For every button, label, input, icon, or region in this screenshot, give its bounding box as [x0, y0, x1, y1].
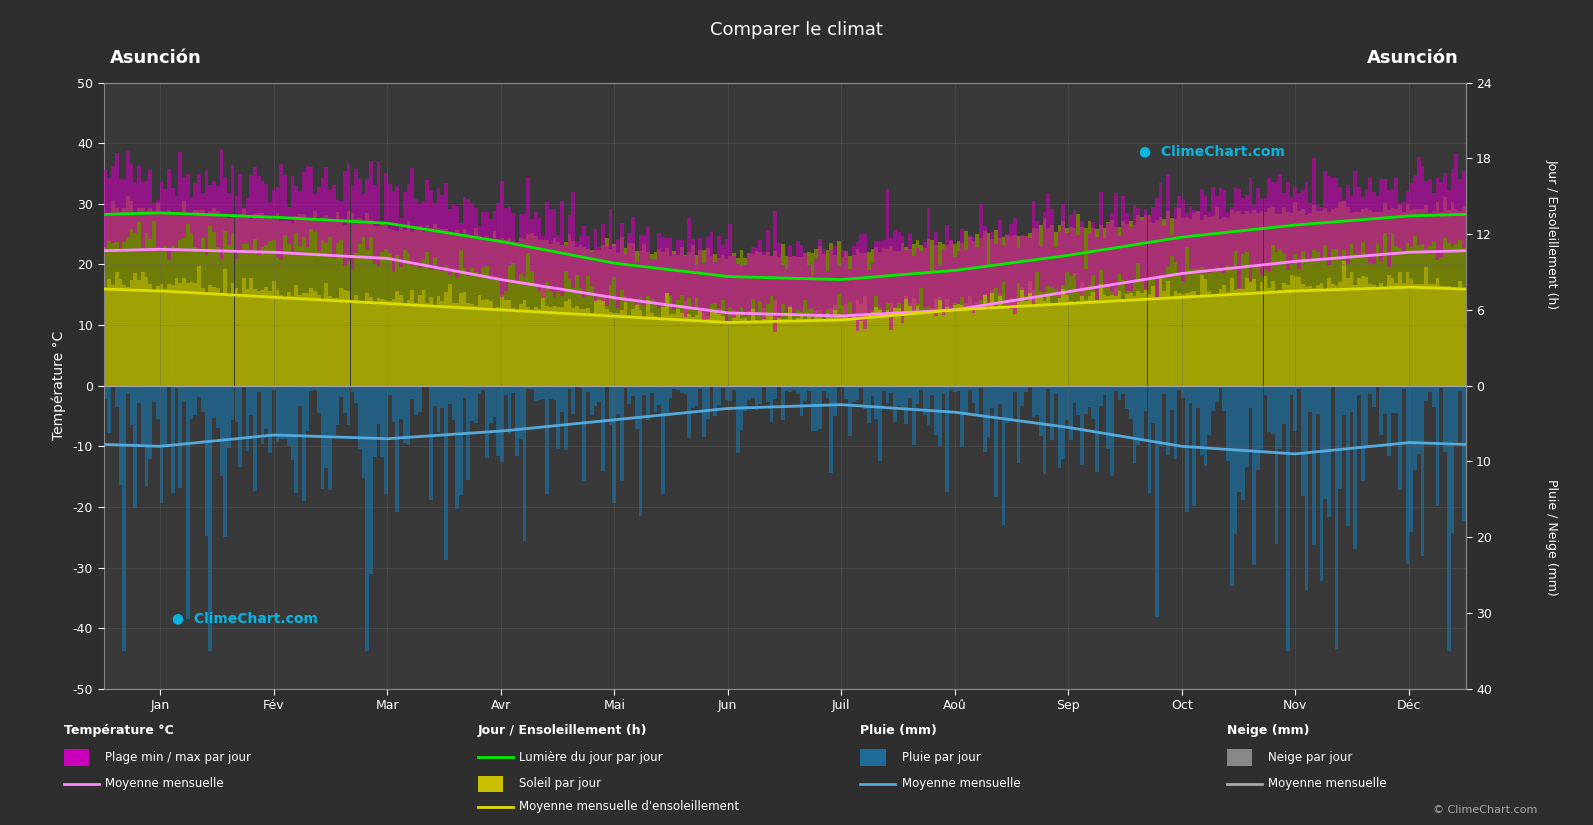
- Text: Moyenne mensuelle d'ensoleillement: Moyenne mensuelle d'ensoleillement: [519, 800, 739, 813]
- Text: Lumière du jour par jour: Lumière du jour par jour: [519, 751, 663, 764]
- Text: Moyenne mensuelle: Moyenne mensuelle: [1268, 777, 1386, 790]
- Text: Pluie par jour: Pluie par jour: [902, 751, 980, 764]
- Text: Jour / Ensoleillement (h): Jour / Ensoleillement (h): [478, 724, 647, 737]
- Text: Température °C: Température °C: [64, 724, 174, 737]
- Text: Asunción: Asunción: [1367, 50, 1459, 68]
- Text: Pluie / Neige (mm): Pluie / Neige (mm): [1545, 478, 1558, 596]
- Text: Asunción: Asunción: [110, 50, 202, 68]
- Text: Jour / Ensoleillement (h): Jour / Ensoleillement (h): [1545, 159, 1558, 309]
- Text: Soleil par jour: Soleil par jour: [519, 777, 602, 790]
- Text: © ClimeChart.com: © ClimeChart.com: [1432, 805, 1537, 815]
- Text: ●  ClimeChart.com: ● ClimeChart.com: [1139, 144, 1284, 158]
- Text: Neige par jour: Neige par jour: [1268, 751, 1352, 764]
- Text: ●  ClimeChart.com: ● ClimeChart.com: [172, 611, 317, 625]
- Text: Pluie (mm): Pluie (mm): [860, 724, 937, 737]
- Text: Comparer le climat: Comparer le climat: [710, 21, 883, 39]
- Text: Plage min / max par jour: Plage min / max par jour: [105, 751, 252, 764]
- Text: Neige (mm): Neige (mm): [1227, 724, 1309, 737]
- Text: Moyenne mensuelle: Moyenne mensuelle: [902, 777, 1020, 790]
- Y-axis label: Température °C: Température °C: [51, 331, 65, 441]
- Text: Moyenne mensuelle: Moyenne mensuelle: [105, 777, 223, 790]
